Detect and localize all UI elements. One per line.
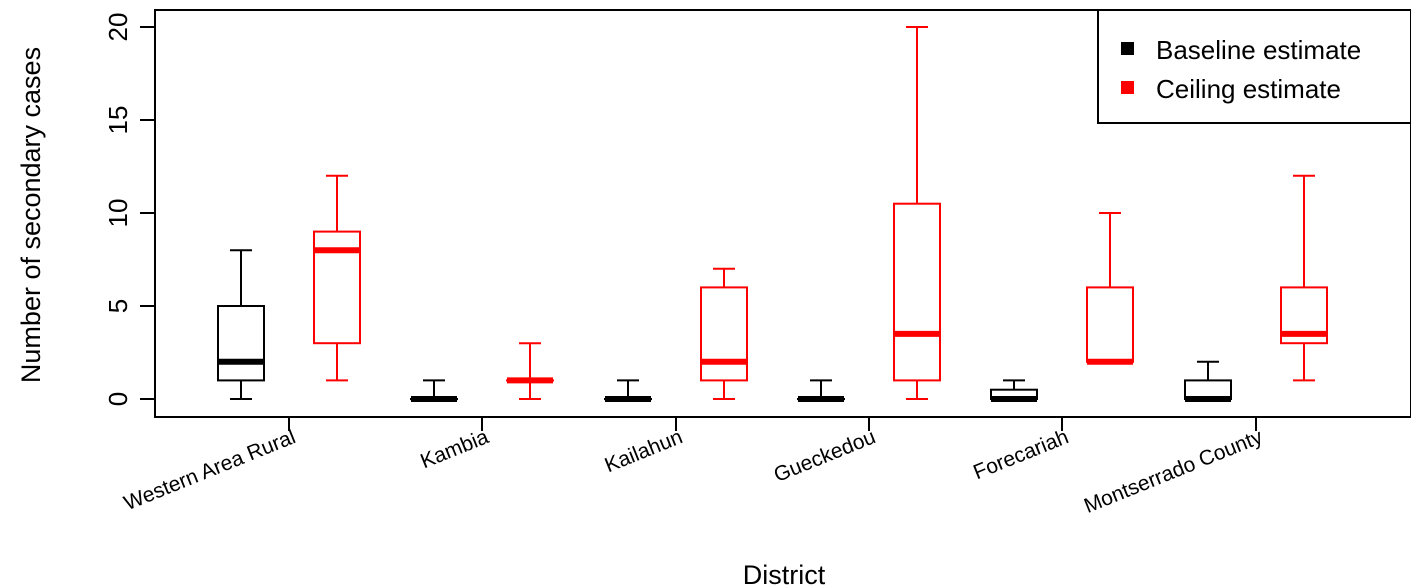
- box-series: [217, 26, 1328, 402]
- box-ceiling: [700, 267, 748, 400]
- x-tick-label: Montserrado County: [1081, 425, 1266, 518]
- legend-label-baseline: Baseline estimate: [1156, 35, 1361, 65]
- box-ceiling: [893, 26, 941, 400]
- box-ceiling: [506, 342, 554, 400]
- y-tick-label: 0: [103, 392, 133, 406]
- y-axis-label: Number of secondary cases: [16, 47, 46, 383]
- iqr-box: [700, 286, 748, 382]
- y-tick-label: 10: [103, 199, 133, 228]
- x-axis: Western Area Rural Kambia Kailahun Gueckedo…: [121, 416, 1266, 518]
- x-tick-label: Kailahun: [601, 425, 685, 477]
- box-ceiling: [1280, 174, 1328, 382]
- y-tick-label: 20: [103, 13, 133, 42]
- legend-box: [1097, 9, 1411, 124]
- box-baseline: [797, 379, 845, 402]
- x-axis-label: District: [743, 560, 826, 588]
- x-tick-label: Gueckedou: [771, 425, 879, 487]
- legend-swatch-baseline: [1121, 42, 1134, 55]
- y-tick-label: 5: [103, 299, 133, 313]
- legend-label-ceiling: Ceiling estimate: [1156, 74, 1341, 104]
- iqr-box: [1086, 286, 1134, 363]
- box-ceiling: [313, 174, 361, 382]
- y-tick-label: 15: [103, 106, 133, 135]
- box-baseline: [990, 379, 1038, 402]
- y-axis: 0 5 10 15 20: [103, 13, 156, 406]
- box-ceiling: [1086, 212, 1134, 365]
- box-baseline: [604, 379, 652, 402]
- box-baseline: [410, 379, 458, 402]
- box-baseline: [1184, 360, 1232, 402]
- iqr-box: [217, 305, 265, 382]
- iqr-box: [893, 202, 941, 382]
- box-baseline: [217, 249, 265, 400]
- legend-swatch-ceiling: [1121, 81, 1134, 94]
- x-tick-label: Western Area Rural: [121, 425, 299, 515]
- x-tick-label: Kambia: [417, 425, 492, 473]
- x-tick-label: Forecariah: [970, 425, 1072, 484]
- legend: Baseline estimate Ceiling estimate: [1097, 9, 1411, 124]
